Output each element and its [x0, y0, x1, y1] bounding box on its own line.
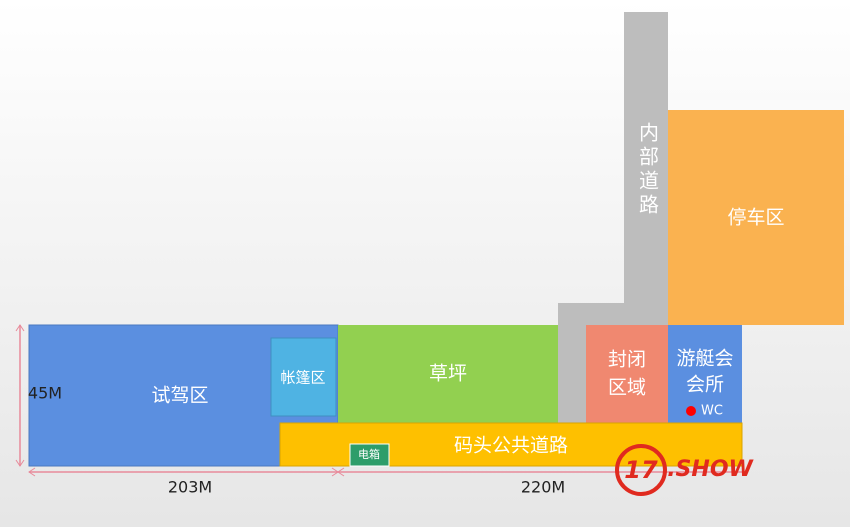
closed-zone: [586, 325, 668, 423]
tent-label: 帐篷区: [280, 369, 325, 387]
height-label: 45M: [28, 384, 62, 403]
dimension-arrows: [28, 467, 345, 477]
inner-road-label: 内部道路: [636, 122, 660, 218]
pier-road-label: 码头公共道路: [454, 435, 568, 457]
closed-label-line: 区域: [608, 377, 646, 399]
inner-road-vertical: [624, 12, 668, 305]
yacht-club-label-line: 会所: [686, 374, 724, 396]
logo-text: .SHOW: [667, 457, 754, 482]
dimension-arrows: [15, 324, 25, 467]
wc-marker: [686, 406, 696, 416]
logo: 17 .SHOW: [615, 444, 755, 496]
wc-label: WC: [701, 404, 723, 419]
power-box: [349, 443, 390, 467]
logo-ring: [615, 444, 667, 496]
lawn-zone: [338, 325, 558, 423]
yacht-club-zone: [668, 325, 742, 423]
inner-road-lower: [558, 325, 586, 423]
yacht-club-label-line: 游艇会: [676, 348, 733, 370]
lawn-label: 草坪: [429, 363, 467, 385]
parking-zone: [668, 110, 844, 325]
width-left-label: 203M: [168, 478, 212, 497]
power-box-label: 电箱: [358, 447, 380, 461]
logo-number: 17: [624, 456, 658, 484]
closed-label-line: 封闭: [608, 349, 646, 371]
parking-label: 停车区: [727, 207, 784, 229]
width-right-label: 220M: [521, 478, 565, 497]
tent-zone: [270, 337, 337, 417]
test-drive-label: 试驾区: [151, 385, 208, 407]
